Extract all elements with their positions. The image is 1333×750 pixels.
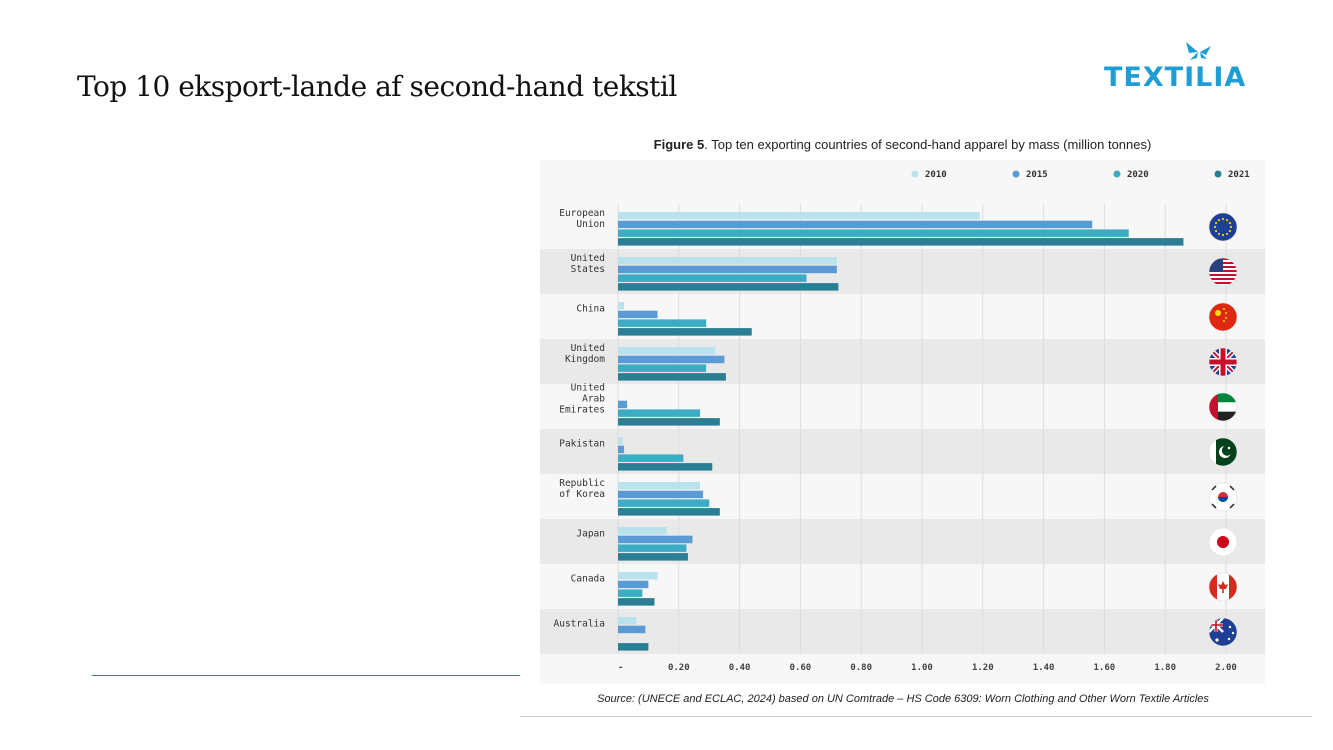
- x-tick-label: -: [618, 663, 623, 673]
- category-label: United: [571, 383, 605, 394]
- bar: [618, 347, 716, 355]
- bar: [618, 409, 701, 417]
- bar: [618, 310, 658, 319]
- x-tick-label: 0.80: [850, 663, 872, 673]
- bar: [618, 328, 752, 336]
- bar: [618, 437, 623, 445]
- divider-line: [92, 675, 520, 676]
- uk-flag-icon: [1208, 347, 1238, 377]
- bar: [618, 229, 1129, 237]
- category-label: Pakistan: [559, 439, 605, 450]
- logo-text: TEXTILIA: [1104, 62, 1247, 93]
- us-flag-icon: [1208, 257, 1238, 287]
- bar: [618, 212, 980, 220]
- bar-chart: 2010 2015 2020 2021EuropeanUnionUnitedState…: [540, 170, 1265, 673]
- bar: [618, 499, 710, 507]
- bar: [618, 445, 625, 454]
- canada-flag-icon: [1208, 572, 1238, 602]
- bar: [618, 355, 725, 364]
- eu-flag-icon: [1208, 212, 1238, 242]
- x-tick-label: 1.80: [1154, 663, 1176, 673]
- bar: [618, 643, 649, 651]
- category-label: of Korea: [559, 489, 605, 500]
- bar: [618, 544, 687, 552]
- bar: [618, 400, 628, 409]
- bar: [618, 617, 637, 625]
- row-band: [540, 609, 1265, 654]
- bar: [618, 373, 726, 381]
- bar: [618, 535, 693, 544]
- legend-swatch: [1113, 170, 1121, 178]
- bar: [618, 589, 643, 597]
- x-tick-label: 0.20: [668, 663, 690, 673]
- bar: [618, 553, 688, 561]
- bar: [618, 418, 720, 426]
- figure-caption: Figure 5. Top ten exporting countries of…: [540, 137, 1265, 152]
- bar: [618, 490, 704, 499]
- category-label: United: [571, 343, 605, 354]
- china-flag-icon: [1208, 302, 1238, 332]
- slide-title: Top 10 eksport-lande af second-hand teks…: [77, 70, 677, 103]
- bar: [618, 625, 646, 634]
- bar: [618, 364, 707, 372]
- bar: [618, 265, 837, 274]
- legend-label: 2021: [1228, 170, 1250, 180]
- category-label: Australia: [554, 619, 605, 630]
- textilia-logo: TEXTILIA: [1100, 38, 1250, 98]
- category-label: Republic: [559, 478, 605, 489]
- category-label: States: [571, 264, 605, 275]
- uae-flag-icon: [1208, 392, 1238, 422]
- bar: [618, 580, 649, 589]
- bar: [618, 482, 701, 490]
- bar: [618, 319, 707, 327]
- bar: [618, 463, 713, 471]
- x-tick-label: 1.20: [972, 663, 994, 673]
- legend-label: 2010: [925, 170, 947, 180]
- category-label: Japan: [576, 529, 605, 540]
- korea-flag-icon: [1208, 482, 1238, 512]
- category-label: Canada: [571, 574, 605, 585]
- bar: [618, 454, 684, 462]
- bar: [618, 283, 839, 291]
- x-tick-label: 1.40: [1033, 663, 1055, 673]
- bar: [618, 572, 658, 580]
- x-tick-label: 0.60: [790, 663, 812, 673]
- source-note: Source: (UNECE and ECLAC, 2024) based on…: [597, 693, 1209, 705]
- legend-swatch: [911, 170, 919, 178]
- japan-flag-icon: [1208, 527, 1238, 557]
- bar: [618, 274, 807, 282]
- category-label: Kingdom: [565, 354, 605, 365]
- australia-flag-icon: [1208, 617, 1238, 647]
- legend-label: 2015: [1026, 170, 1048, 180]
- bar: [618, 238, 1184, 246]
- figure-caption-label: Figure 5: [653, 137, 705, 152]
- x-tick-label: 2.00: [1215, 663, 1237, 673]
- bar: [618, 220, 1093, 229]
- bar: [618, 527, 667, 535]
- legend-swatch: [1214, 170, 1222, 178]
- footer-line: [520, 716, 1312, 717]
- category-label: Union: [576, 219, 605, 230]
- legend-swatch: [1012, 170, 1020, 178]
- category-label: United: [571, 253, 605, 264]
- x-tick-label: 1.60: [1094, 663, 1116, 673]
- pakistan-flag-icon: [1208, 437, 1238, 467]
- figure-caption-text: . Top ten exporting countries of second-…: [704, 137, 1152, 152]
- bar: [618, 302, 625, 310]
- legend-label: 2020: [1127, 170, 1149, 180]
- x-tick-label: 0.40: [729, 663, 751, 673]
- category-label: Emirates: [559, 405, 605, 416]
- category-label: European: [559, 208, 605, 219]
- butterfly-icon: [1186, 42, 1211, 60]
- x-tick-label: 1.00: [911, 663, 933, 673]
- category-label: China: [576, 304, 605, 315]
- category-label: Arab: [582, 394, 605, 405]
- chart-area: 2010 2015 2020 2021 European Union United State…: [540, 160, 1265, 684]
- bar: [618, 508, 720, 516]
- bar: [618, 598, 655, 606]
- bar: [618, 257, 837, 265]
